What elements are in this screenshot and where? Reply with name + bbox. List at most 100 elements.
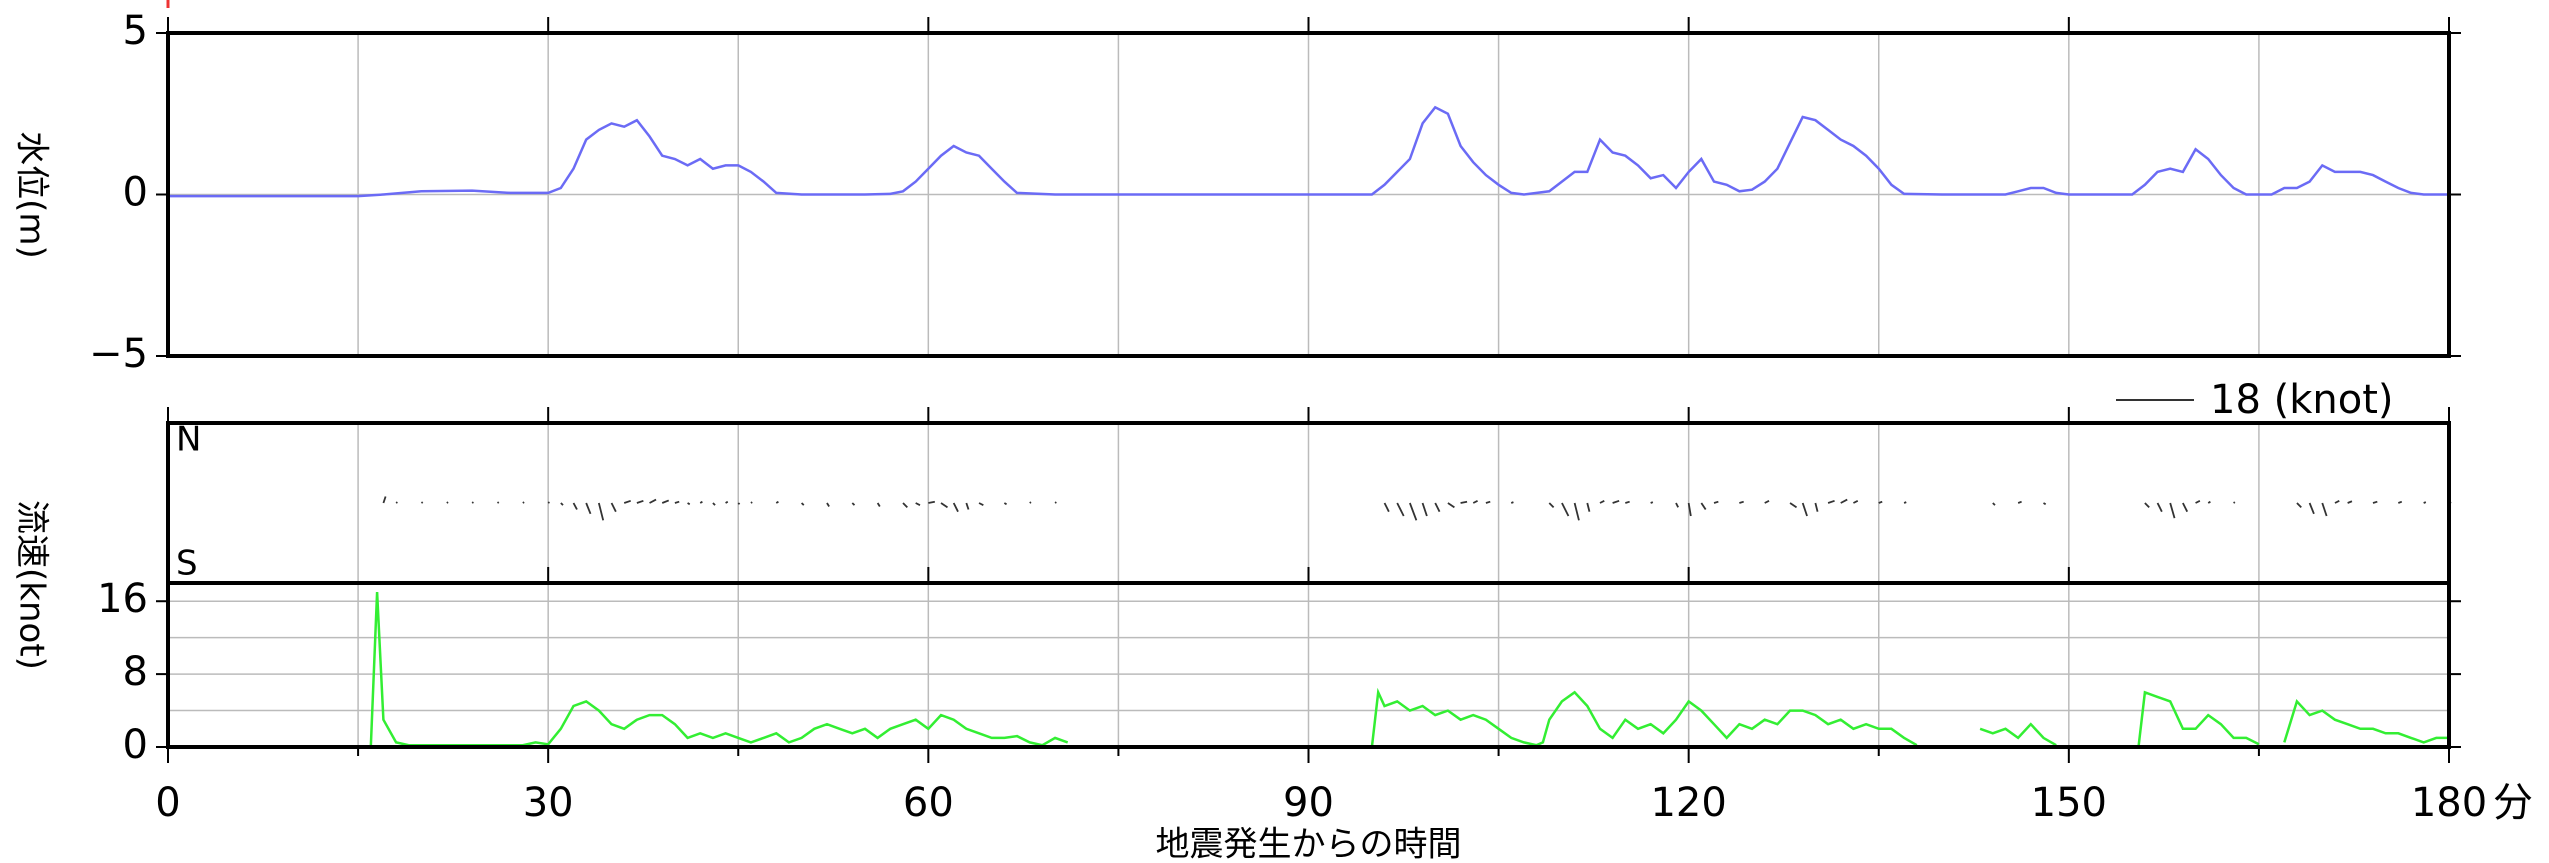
vector bbox=[1548, 502, 1555, 508]
south-label: S bbox=[176, 544, 198, 584]
vector bbox=[1599, 500, 1605, 504]
vector bbox=[1713, 500, 1719, 504]
vector bbox=[2334, 500, 2340, 504]
vector bbox=[1650, 501, 1654, 504]
x-tick-label: 60 bbox=[903, 780, 954, 826]
vector bbox=[2397, 500, 2403, 504]
vector bbox=[775, 500, 779, 504]
vector bbox=[1383, 502, 1390, 513]
vector bbox=[915, 502, 921, 506]
vector bbox=[965, 502, 970, 510]
x-tick-label: 150 bbox=[2031, 780, 2107, 826]
vector bbox=[1675, 502, 1679, 508]
y-axis-label: 水位(m) bbox=[12, 131, 52, 259]
vector bbox=[2347, 500, 2353, 504]
vector bbox=[674, 500, 680, 504]
vector bbox=[446, 501, 449, 504]
vector bbox=[952, 502, 959, 513]
x-tick-label: 30 bbox=[523, 780, 574, 826]
vector bbox=[1573, 502, 1580, 521]
vector bbox=[1586, 502, 1591, 512]
vector bbox=[1789, 502, 1798, 509]
y-tick-label: −5 bbox=[89, 331, 148, 377]
vector bbox=[1460, 500, 1468, 504]
vector bbox=[826, 502, 830, 507]
vector bbox=[2321, 502, 2328, 517]
vector bbox=[1003, 502, 1007, 506]
y-tick-label: 0 bbox=[123, 722, 148, 768]
vector bbox=[2182, 502, 2189, 513]
vector bbox=[597, 502, 605, 521]
vector bbox=[1840, 498, 1848, 504]
vector bbox=[1625, 500, 1630, 504]
vector bbox=[2017, 500, 2022, 504]
vector bbox=[649, 498, 657, 504]
x-tick-label: 120 bbox=[1650, 780, 1726, 826]
vector bbox=[471, 501, 474, 504]
vector bbox=[1903, 501, 1907, 504]
vector bbox=[1409, 502, 1418, 521]
vector bbox=[1764, 500, 1770, 504]
vector bbox=[2043, 502, 2047, 506]
vector bbox=[978, 502, 984, 506]
vector bbox=[623, 499, 631, 504]
vector bbox=[1878, 500, 1883, 504]
vector bbox=[712, 502, 716, 506]
vector bbox=[2144, 502, 2150, 508]
vector bbox=[395, 501, 398, 504]
vector bbox=[2195, 500, 2201, 504]
vector bbox=[2372, 500, 2378, 504]
vector bbox=[1612, 499, 1620, 504]
vector bbox=[1485, 500, 1491, 504]
x-tick-label: 0 bbox=[155, 780, 180, 826]
x-axis-label: 地震発生からの時間 bbox=[1156, 825, 1462, 863]
x-tick-label: 180 bbox=[2411, 780, 2487, 826]
vector bbox=[687, 502, 691, 506]
vector bbox=[1992, 502, 1996, 506]
vector bbox=[547, 501, 550, 504]
vector bbox=[560, 502, 564, 506]
vector bbox=[2169, 502, 2176, 519]
vector bbox=[496, 501, 500, 504]
vector bbox=[940, 502, 949, 509]
vector bbox=[1434, 502, 1441, 513]
vector bbox=[636, 499, 644, 504]
vector bbox=[1421, 502, 1428, 517]
vector bbox=[725, 500, 729, 504]
vector bbox=[1801, 502, 1808, 517]
vector bbox=[1447, 502, 1455, 509]
vector bbox=[2423, 501, 2427, 504]
vector bbox=[737, 502, 741, 505]
y-tick-label: 5 bbox=[123, 8, 148, 54]
vector bbox=[902, 502, 908, 508]
data-line bbox=[168, 592, 2449, 749]
vector bbox=[2207, 500, 2211, 504]
x-unit: 分 bbox=[2493, 780, 2533, 826]
vector bbox=[1472, 500, 1478, 504]
vector bbox=[2233, 501, 2236, 504]
vector bbox=[750, 501, 753, 504]
vector bbox=[1510, 501, 1514, 504]
y-axis-label: 流速(knot) bbox=[12, 500, 52, 670]
vector bbox=[1561, 502, 1570, 517]
y-tick-label: 0 bbox=[123, 170, 148, 216]
vector bbox=[1700, 502, 1707, 510]
y-tick-label: 8 bbox=[123, 649, 148, 695]
data-line bbox=[168, 105, 2449, 198]
vector bbox=[2156, 502, 2163, 513]
vector bbox=[800, 502, 805, 506]
scale-label: 18 (knot) bbox=[2210, 377, 2394, 423]
vector bbox=[522, 501, 525, 504]
vector bbox=[585, 502, 592, 515]
vector bbox=[1029, 501, 1032, 504]
vector bbox=[876, 502, 881, 507]
vector bbox=[1853, 500, 1859, 504]
vector bbox=[1827, 499, 1835, 504]
vector bbox=[572, 502, 578, 510]
vector bbox=[610, 502, 617, 513]
vector bbox=[1396, 502, 1405, 517]
vector bbox=[699, 500, 703, 504]
y-tick-label: 16 bbox=[97, 576, 148, 622]
vector bbox=[928, 500, 936, 504]
